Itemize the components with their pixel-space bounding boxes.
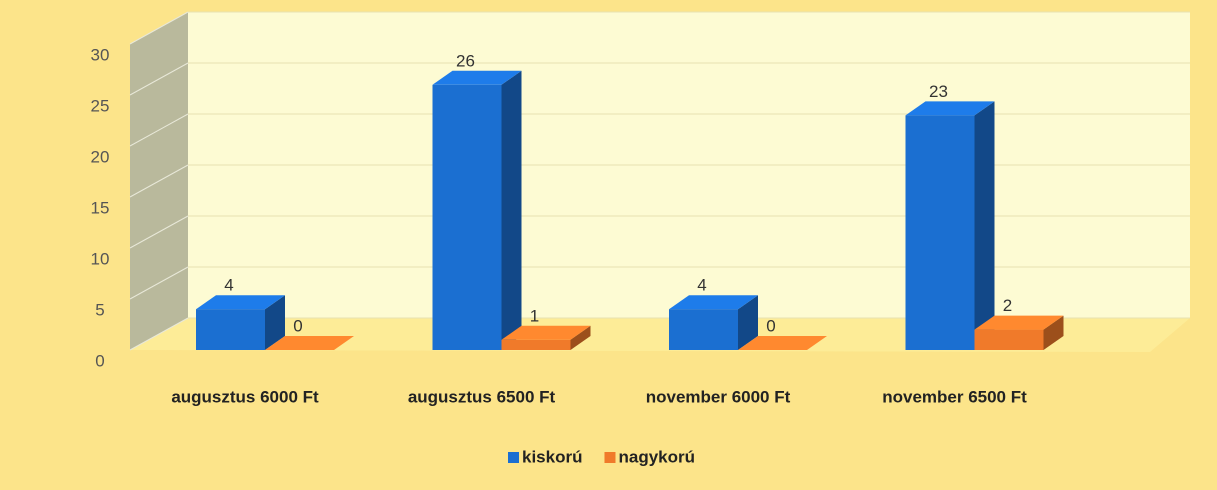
y-tick-label: 10	[91, 249, 110, 268]
bar-top	[738, 336, 827, 350]
x-tick-label: augusztus 6000 Ft	[171, 387, 319, 406]
data-label: 26	[456, 51, 475, 70]
legend-swatch	[508, 452, 519, 463]
x-tick-label: november 6500 Ft	[882, 387, 1027, 406]
side-grid-line	[129, 215, 189, 249]
bar	[905, 115, 975, 351]
data-label: 1	[530, 306, 539, 325]
side-grid-line	[129, 11, 189, 45]
bar-top	[974, 315, 1064, 330]
y-tick-label: 25	[91, 96, 110, 115]
data-label: 2	[1003, 296, 1012, 315]
bar-side	[1043, 315, 1064, 350]
data-label: 0	[293, 316, 302, 335]
side-grid-line	[129, 113, 189, 147]
data-label: 0	[766, 316, 775, 335]
bar-top	[432, 70, 522, 85]
x-tick-label: november 6000 Ft	[646, 387, 791, 406]
side-grid-line	[129, 164, 189, 198]
data-label: 4	[224, 276, 233, 295]
side-grid-line	[129, 317, 189, 351]
data-label: 4	[697, 276, 706, 295]
bar-top	[905, 101, 995, 116]
y-tick-label: 0	[95, 351, 104, 370]
bar-top	[501, 325, 591, 340]
bar-top	[669, 295, 758, 310]
bar-side	[501, 70, 522, 351]
bar-top	[265, 336, 354, 350]
side-grid-line	[129, 62, 189, 96]
y-tick-label: 5	[95, 300, 104, 319]
legend-label: nagykorú	[618, 447, 695, 466]
bar-side	[738, 295, 758, 350]
y-tick-label: 15	[91, 198, 110, 217]
bar-side	[570, 325, 591, 350]
bar-side	[974, 101, 995, 351]
side-grid-line	[129, 266, 189, 300]
bar	[501, 339, 571, 350]
y-tick-label: 30	[91, 45, 110, 64]
y-tick-label: 20	[91, 147, 110, 166]
bar	[432, 84, 502, 351]
bar	[196, 309, 265, 350]
bar-top	[196, 295, 285, 310]
bar	[974, 329, 1044, 350]
legend-swatch	[604, 452, 616, 463]
legend-label: kiskorú	[522, 447, 582, 466]
bar-side	[265, 295, 285, 350]
bar	[669, 309, 738, 350]
x-tick-label: augusztus 6500 Ft	[408, 387, 556, 406]
data-label: 23	[929, 82, 948, 101]
